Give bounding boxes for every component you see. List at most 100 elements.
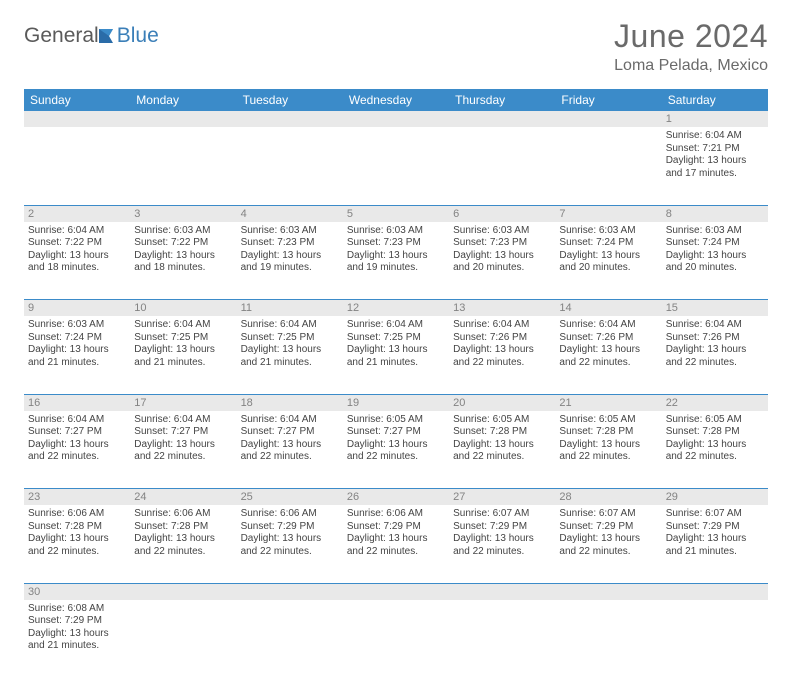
sunset-text: Sunset: 7:28 PM — [559, 426, 657, 439]
daynum-row: 23242526272829 — [24, 489, 768, 506]
day-cell-empty — [24, 127, 130, 205]
daylight-minutes-text: and 19 minutes. — [241, 262, 339, 275]
daylight-hours-text: Daylight: 13 hours — [28, 533, 126, 546]
sunrise-text: Sunrise: 6:04 AM — [666, 130, 764, 143]
day-cell-empty — [555, 600, 661, 678]
day-cell: Sunrise: 6:08 AMSunset: 7:29 PMDaylight:… — [24, 600, 130, 678]
day-number: 6 — [449, 205, 555, 222]
day-content: Sunrise: 6:05 AMSunset: 7:27 PMDaylight:… — [347, 413, 445, 464]
daylight-minutes-text: and 22 minutes. — [559, 451, 657, 464]
sunset-text: Sunset: 7:25 PM — [134, 332, 232, 345]
calendar-week-row: Sunrise: 6:04 AMSunset: 7:22 PMDaylight:… — [24, 222, 768, 300]
day-number: 18 — [237, 394, 343, 411]
daylight-hours-text: Daylight: 13 hours — [28, 628, 126, 641]
weekday-header: Tuesday — [237, 89, 343, 111]
daylight-minutes-text: and 21 minutes. — [28, 357, 126, 370]
month-title: June 2024 — [614, 18, 768, 55]
day-content: Sunrise: 6:06 AMSunset: 7:29 PMDaylight:… — [241, 507, 339, 558]
sunset-text: Sunset: 7:29 PM — [241, 521, 339, 534]
day-cell: Sunrise: 6:03 AMSunset: 7:23 PMDaylight:… — [343, 222, 449, 300]
daylight-hours-text: Daylight: 13 hours — [347, 250, 445, 263]
daylight-minutes-text: and 21 minutes. — [134, 357, 232, 370]
day-content: Sunrise: 6:04 AMSunset: 7:26 PMDaylight:… — [666, 318, 764, 369]
day-content: Sunrise: 6:07 AMSunset: 7:29 PMDaylight:… — [453, 507, 551, 558]
sunset-text: Sunset: 7:28 PM — [28, 521, 126, 534]
day-cell: Sunrise: 6:06 AMSunset: 7:29 PMDaylight:… — [343, 505, 449, 583]
day-number-empty — [130, 583, 236, 600]
day-cell: Sunrise: 6:05 AMSunset: 7:28 PMDaylight:… — [555, 411, 661, 489]
day-cell: Sunrise: 6:05 AMSunset: 7:28 PMDaylight:… — [449, 411, 555, 489]
day-number: 22 — [662, 394, 768, 411]
daylight-minutes-text: and 22 minutes. — [347, 546, 445, 559]
day-number: 28 — [555, 489, 661, 506]
day-number: 21 — [555, 394, 661, 411]
sunrise-text: Sunrise: 6:07 AM — [666, 508, 764, 521]
daylight-hours-text: Daylight: 13 hours — [559, 344, 657, 357]
sunrise-text: Sunrise: 6:07 AM — [453, 508, 551, 521]
day-number: 30 — [24, 583, 130, 600]
logo: General Blue — [24, 18, 159, 48]
header: General Blue June 2024 Loma Pelada, Mexi… — [24, 18, 768, 75]
daylight-minutes-text: and 22 minutes. — [134, 546, 232, 559]
day-cell: Sunrise: 6:04 AMSunset: 7:26 PMDaylight:… — [555, 316, 661, 394]
day-cell-empty — [555, 127, 661, 205]
daylight-hours-text: Daylight: 13 hours — [666, 250, 764, 263]
daylight-hours-text: Daylight: 13 hours — [241, 344, 339, 357]
sunrise-text: Sunrise: 6:04 AM — [241, 319, 339, 332]
sunset-text: Sunset: 7:24 PM — [666, 237, 764, 250]
sunrise-text: Sunrise: 6:03 AM — [134, 225, 232, 238]
sunrise-text: Sunrise: 6:04 AM — [666, 319, 764, 332]
day-content: Sunrise: 6:05 AMSunset: 7:28 PMDaylight:… — [666, 413, 764, 464]
sunrise-text: Sunrise: 6:03 AM — [666, 225, 764, 238]
logo-text-general: General — [24, 24, 99, 48]
day-number: 23 — [24, 489, 130, 506]
logo-text-blue: Blue — [117, 24, 159, 48]
calendar-week-row: Sunrise: 6:08 AMSunset: 7:29 PMDaylight:… — [24, 600, 768, 678]
day-content: Sunrise: 6:04 AMSunset: 7:26 PMDaylight:… — [453, 318, 551, 369]
sunrise-text: Sunrise: 6:05 AM — [559, 414, 657, 427]
sunset-text: Sunset: 7:26 PM — [559, 332, 657, 345]
daylight-minutes-text: and 22 minutes. — [28, 546, 126, 559]
daylight-minutes-text: and 19 minutes. — [347, 262, 445, 275]
day-number: 13 — [449, 300, 555, 317]
day-content: Sunrise: 6:04 AMSunset: 7:22 PMDaylight:… — [28, 224, 126, 275]
daylight-hours-text: Daylight: 13 hours — [559, 439, 657, 452]
day-number-empty — [237, 583, 343, 600]
day-number: 26 — [343, 489, 449, 506]
daylight-minutes-text: and 18 minutes. — [134, 262, 232, 275]
location: Loma Pelada, Mexico — [614, 57, 768, 75]
sunset-text: Sunset: 7:25 PM — [347, 332, 445, 345]
daylight-minutes-text: and 22 minutes. — [28, 451, 126, 464]
daylight-minutes-text: and 18 minutes. — [28, 262, 126, 275]
sunset-text: Sunset: 7:27 PM — [28, 426, 126, 439]
day-number-empty — [343, 111, 449, 127]
daylight-hours-text: Daylight: 13 hours — [347, 533, 445, 546]
daylight-hours-text: Daylight: 13 hours — [666, 155, 764, 168]
sunset-text: Sunset: 7:26 PM — [666, 332, 764, 345]
day-number: 17 — [130, 394, 236, 411]
day-content: Sunrise: 6:06 AMSunset: 7:28 PMDaylight:… — [134, 507, 232, 558]
day-number: 10 — [130, 300, 236, 317]
day-cell-empty — [237, 127, 343, 205]
daylight-minutes-text: and 22 minutes. — [559, 357, 657, 370]
sunrise-text: Sunrise: 6:03 AM — [453, 225, 551, 238]
day-cell: Sunrise: 6:03 AMSunset: 7:23 PMDaylight:… — [237, 222, 343, 300]
day-cell: Sunrise: 6:03 AMSunset: 7:24 PMDaylight:… — [662, 222, 768, 300]
sunset-text: Sunset: 7:23 PM — [453, 237, 551, 250]
day-content: Sunrise: 6:04 AMSunset: 7:27 PMDaylight:… — [28, 413, 126, 464]
daylight-hours-text: Daylight: 13 hours — [666, 439, 764, 452]
sunset-text: Sunset: 7:23 PM — [241, 237, 339, 250]
sunrise-text: Sunrise: 6:07 AM — [559, 508, 657, 521]
sunrise-text: Sunrise: 6:08 AM — [28, 603, 126, 616]
daylight-hours-text: Daylight: 13 hours — [134, 250, 232, 263]
weekday-header: Monday — [130, 89, 236, 111]
daylight-hours-text: Daylight: 13 hours — [666, 344, 764, 357]
sunrise-text: Sunrise: 6:04 AM — [134, 414, 232, 427]
day-content: Sunrise: 6:03 AMSunset: 7:22 PMDaylight:… — [134, 224, 232, 275]
day-number-empty — [24, 111, 130, 127]
day-content: Sunrise: 6:04 AMSunset: 7:27 PMDaylight:… — [241, 413, 339, 464]
day-number: 19 — [343, 394, 449, 411]
day-cell: Sunrise: 6:03 AMSunset: 7:24 PMDaylight:… — [24, 316, 130, 394]
daylight-hours-text: Daylight: 13 hours — [559, 250, 657, 263]
daylight-minutes-text: and 22 minutes. — [241, 546, 339, 559]
